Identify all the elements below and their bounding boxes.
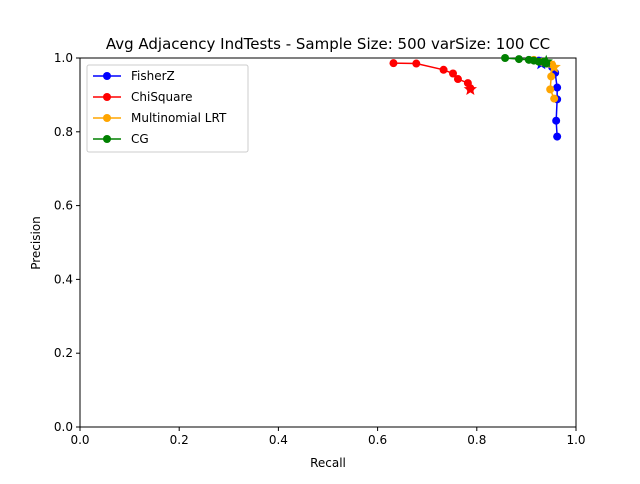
- data-point-multinomial-lrt: [550, 94, 559, 103]
- x-tick-label: 1.0: [566, 433, 585, 447]
- data-point-chisquare: [439, 65, 448, 74]
- x-tick-label: 0.8: [467, 433, 486, 447]
- data-point-fisherz: [553, 132, 562, 141]
- star-marker-multinomial-lrt: [547, 60, 561, 73]
- data-point-fisherz: [552, 116, 561, 125]
- legend: FisherZ ChiSquare Multinomial LRT CG: [86, 64, 249, 153]
- data-point-multinomial-lrt: [546, 85, 555, 94]
- x-tick-label: 0.6: [368, 433, 387, 447]
- y-tick-label: 0.8: [54, 125, 73, 139]
- y-axis-label: Precision: [29, 216, 43, 270]
- plot-area: 0.0 0.2 0.4 0.6 0.8 1.0 0.0 0.2 0.4 0.6 0.8 1.0: [54, 51, 586, 447]
- data-point-fisherz: [553, 83, 562, 92]
- data-point-cg: [501, 54, 510, 62]
- x-axis-label: Recall: [310, 456, 346, 470]
- star-marker-chisquare: [463, 82, 478, 96]
- y-tick-label: 0.2: [54, 346, 73, 360]
- x-tick-label: 0.0: [70, 433, 89, 447]
- data-point-multinomial-lrt: [547, 72, 556, 81]
- legend-label-chisquare: ChiSquare: [131, 90, 193, 104]
- y-tick-label: 0.6: [54, 199, 73, 213]
- data-point-chisquare: [448, 69, 457, 78]
- legend-marker-cg: [103, 135, 111, 143]
- legend-label-cg: CG: [131, 132, 149, 146]
- data-point-chisquare: [453, 75, 462, 84]
- data-point-chisquare: [412, 59, 421, 68]
- x-tick-label: 0.4: [269, 433, 288, 447]
- series-group: [389, 54, 562, 141]
- y-tick-label: 0.4: [54, 272, 73, 286]
- chart-title: Avg Adjacency IndTests - Sample Size: 50…: [106, 35, 550, 53]
- data-point-cg: [514, 55, 523, 64]
- y-tick-label: 0.0: [54, 420, 73, 434]
- x-tick-label: 0.2: [170, 433, 189, 447]
- legend-marker-fisherz: [103, 72, 111, 80]
- legend-label-multinomial-lrt: Multinomial LRT: [131, 111, 227, 125]
- legend-label-fisherz: FisherZ: [131, 69, 175, 83]
- legend-box: [86, 64, 249, 153]
- star-marker-cg: [539, 54, 553, 68]
- legend-marker-multinomial-lrt: [103, 114, 111, 122]
- y-tick-label: 1.0: [54, 51, 73, 65]
- axes-frame: [79, 57, 577, 428]
- legend-marker-chisquare: [103, 93, 111, 101]
- data-point-chisquare: [389, 59, 398, 68]
